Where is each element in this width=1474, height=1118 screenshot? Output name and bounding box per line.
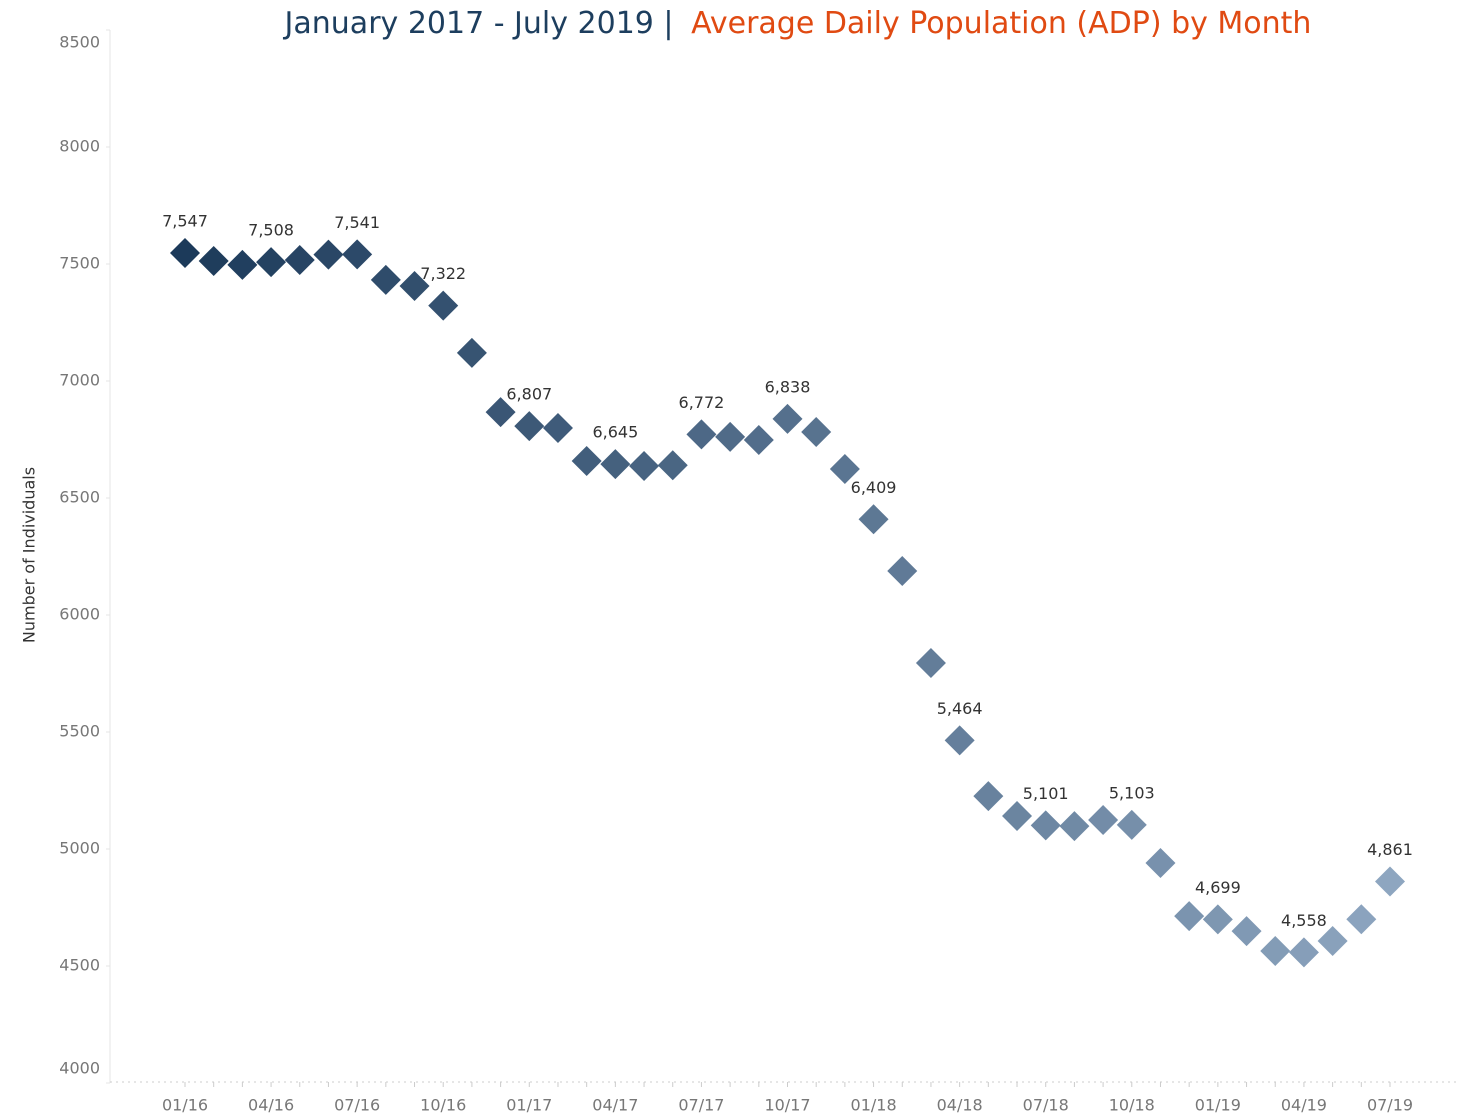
point — [858, 504, 889, 535]
x-tick-label: 07/17 — [678, 1096, 724, 1115]
point — [1317, 925, 1348, 956]
point — [801, 417, 832, 448]
value-label: 7,508 — [248, 221, 294, 240]
y-tick-label: 8000 — [59, 137, 100, 156]
value-label: 7,547 — [162, 212, 208, 231]
value-label: 7,322 — [420, 264, 466, 283]
point — [227, 249, 258, 280]
point — [399, 270, 430, 301]
point — [1231, 916, 1262, 947]
value-label: 4,558 — [1281, 911, 1327, 930]
point — [887, 556, 918, 587]
point — [1202, 904, 1233, 935]
y-tick-label: 5500 — [59, 722, 100, 741]
point — [313, 239, 344, 270]
x-tick-label: 07/18 — [1023, 1096, 1069, 1115]
point — [485, 397, 516, 428]
y-tick-label: 8500 — [59, 33, 100, 52]
x-tick-label: 07/19 — [1367, 1096, 1413, 1115]
value-label: 5,464 — [937, 699, 983, 718]
y-tick-label: 7500 — [59, 254, 100, 273]
value-label: 6,807 — [506, 385, 552, 404]
point — [1145, 848, 1176, 879]
value-label: 5,103 — [1109, 783, 1155, 802]
value-label: 5,101 — [1023, 784, 1069, 803]
point — [772, 403, 803, 434]
value-label: 7,541 — [334, 213, 380, 232]
title-part: January 2017 - July 2019 | — [283, 6, 674, 41]
point — [1030, 810, 1061, 841]
x-tick-label: 04/18 — [937, 1096, 983, 1115]
point — [1346, 904, 1377, 935]
x-tick-label: 10/18 — [1109, 1096, 1155, 1115]
y-tick-label: 5000 — [59, 839, 100, 858]
point — [1059, 811, 1090, 842]
x-tick-label: 01/17 — [506, 1096, 552, 1115]
point — [944, 725, 975, 756]
point — [600, 449, 631, 480]
point — [514, 411, 545, 442]
point — [973, 781, 1004, 812]
x-tick-label: 01/18 — [851, 1096, 897, 1115]
title-part: Average Daily Population (ADP) by Month — [691, 6, 1311, 41]
x-tick-label: 10/16 — [420, 1096, 466, 1115]
x-tick-label: 04/16 — [248, 1096, 294, 1115]
x-tick-label: 07/16 — [334, 1096, 380, 1115]
point — [686, 419, 717, 450]
point — [1288, 937, 1319, 968]
point — [428, 290, 459, 321]
value-label: 4,861 — [1367, 840, 1413, 859]
value-label: 6,645 — [592, 423, 638, 442]
point — [1088, 804, 1119, 835]
chart-title: January 2017 - July 2019 | Average Daily… — [283, 6, 1312, 41]
point — [829, 453, 860, 484]
point — [743, 424, 774, 455]
point — [571, 446, 602, 477]
value-label: 6,409 — [851, 478, 897, 497]
point — [1002, 801, 1033, 832]
point — [342, 239, 373, 270]
x-tick-label: 01/16 — [162, 1096, 208, 1115]
y-tick-label: 7000 — [59, 371, 100, 390]
y-tick-label: 4000 — [59, 1059, 100, 1078]
y-tick-label: 4500 — [59, 956, 100, 975]
value-label: 4,699 — [1195, 878, 1241, 897]
point — [256, 247, 287, 278]
point — [170, 238, 200, 269]
y-tick-label: 6500 — [59, 488, 100, 507]
point — [715, 421, 746, 452]
point — [629, 450, 660, 481]
point — [1116, 809, 1147, 840]
x-tick-label: 04/19 — [1281, 1096, 1327, 1115]
point — [284, 245, 315, 276]
x-tick-label: 10/17 — [764, 1096, 810, 1115]
value-label: 6,772 — [679, 393, 725, 412]
point — [198, 245, 229, 276]
point — [1260, 936, 1291, 967]
point — [657, 450, 688, 481]
point — [542, 413, 573, 444]
point — [1174, 901, 1205, 932]
x-tick-label: 01/19 — [1195, 1096, 1241, 1115]
point — [456, 337, 487, 368]
y-axis-label: Number of Individuals — [20, 467, 39, 643]
point — [370, 264, 401, 295]
x-tick-label: 04/17 — [592, 1096, 638, 1115]
point — [1375, 866, 1405, 897]
point — [915, 647, 946, 678]
y-tick-label: 6000 — [59, 605, 100, 624]
value-label: 6,838 — [765, 377, 811, 396]
